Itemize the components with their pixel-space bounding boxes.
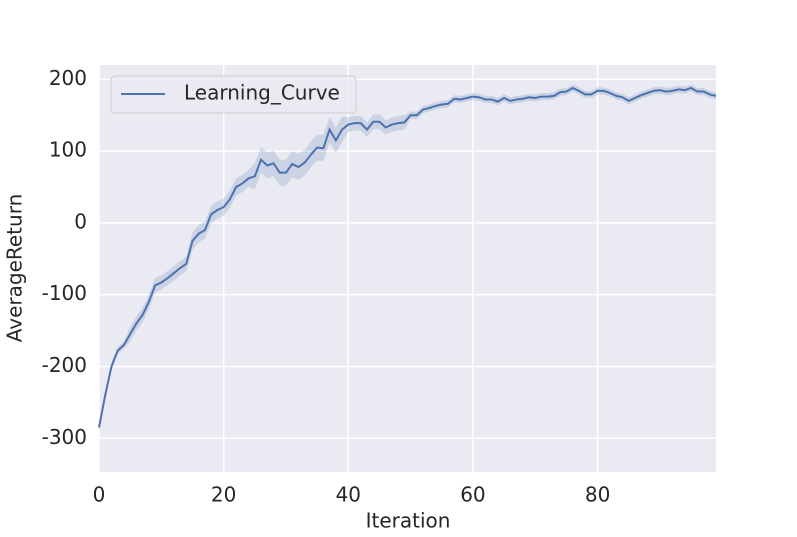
x-tick-label: 20 (211, 483, 236, 507)
y-tick-label: 0 (74, 209, 87, 233)
confidence-band (99, 84, 716, 432)
legend-label: Learning_Curve (184, 81, 340, 105)
legend-box (110, 75, 357, 114)
y-tick-label: -300 (42, 425, 87, 449)
x-tick-label: 40 (336, 483, 361, 507)
y-tick-label: -100 (42, 281, 87, 305)
x-tick-label: 0 (93, 483, 106, 507)
y-axis-label: AverageReturn (3, 194, 27, 343)
line (98, 86, 717, 428)
y-tick-label: -200 (42, 353, 87, 377)
x-tick-label: 80 (585, 483, 610, 507)
plot-area (99, 65, 716, 472)
x-tick-label: 60 (460, 483, 485, 507)
y-tick-label: 200 (49, 66, 87, 90)
y-tick-label: 100 (49, 138, 87, 162)
x-axis-label: Iteration (366, 509, 451, 533)
